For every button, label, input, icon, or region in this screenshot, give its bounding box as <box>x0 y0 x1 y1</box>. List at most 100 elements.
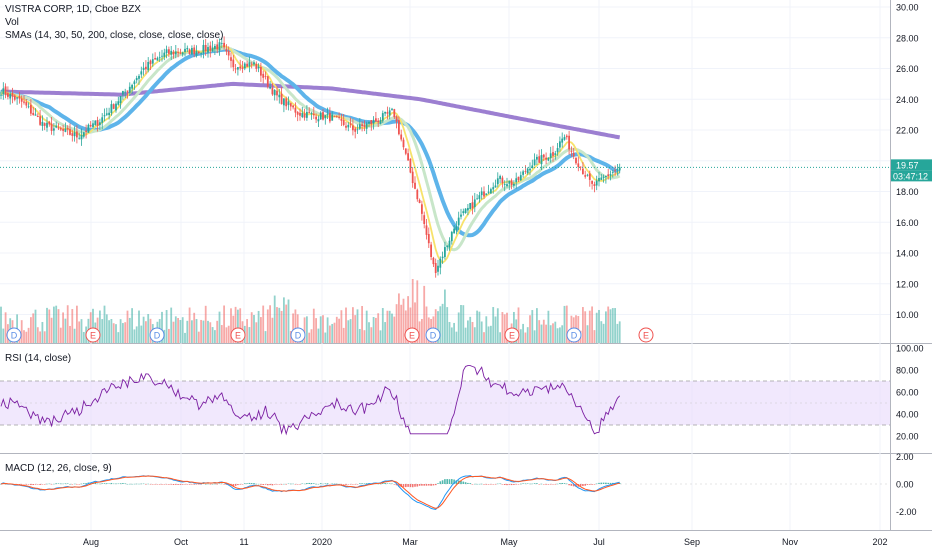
macd-histogram-bar <box>108 483 110 485</box>
sma-50-line <box>0 47 621 238</box>
event-marker-earnings[interactable] <box>404 327 420 343</box>
candle-body <box>335 116 338 117</box>
volume-bar <box>181 317 184 343</box>
candle-body <box>611 172 614 173</box>
candle-body <box>561 138 564 143</box>
macd-histogram-bar <box>76 484 78 485</box>
event-marker-dividend[interactable] <box>290 327 306 343</box>
macd-histogram-bar <box>331 483 333 485</box>
macd-histogram-bar <box>253 483 255 484</box>
volume-bar <box>517 307 520 343</box>
candle-body <box>490 189 492 194</box>
sma-legend[interactable]: SMAs (14, 30, 50, 200, close, close, clo… <box>5 30 224 41</box>
candle-body <box>331 114 334 121</box>
candle-body <box>568 135 570 150</box>
macd-histogram-bar <box>361 483 363 484</box>
volume-bar <box>82 331 85 343</box>
event-marker-earnings[interactable] <box>230 327 246 343</box>
candle-body <box>16 97 18 99</box>
macd-histogram-bar <box>168 484 170 485</box>
volume-bar <box>386 310 389 343</box>
candle-body <box>43 123 46 126</box>
candle-body <box>191 48 193 55</box>
symbol-title[interactable]: VISTRA CORP, 1D, Cboe BZX <box>5 4 141 15</box>
event-marker-dividend[interactable] <box>425 327 441 343</box>
candle-body <box>57 127 60 129</box>
macd-histogram-bar <box>566 483 568 485</box>
volume-bar <box>536 308 538 343</box>
volume-bar <box>0 306 2 343</box>
candle-body <box>375 118 377 122</box>
price-tick-label: 24.00 <box>896 95 919 105</box>
candle-body <box>232 59 235 68</box>
volume-bar <box>218 311 221 343</box>
macd-legend[interactable]: MACD (12, 26, close, 9) <box>5 463 112 474</box>
rsi-legend[interactable]: RSI (14, close) <box>5 353 72 364</box>
macd-histogram-bar <box>423 484 425 486</box>
countdown-badge-bg <box>891 170 932 182</box>
volume-bar <box>202 320 205 343</box>
event-marker-dividend[interactable] <box>566 327 582 343</box>
candle-body <box>135 78 138 81</box>
event-marker-earnings[interactable] <box>85 327 101 343</box>
volume-bar <box>186 320 189 343</box>
volume-bar <box>455 331 458 343</box>
volume-bar <box>450 327 453 343</box>
macd-histogram-bar <box>467 482 469 484</box>
rsi-band <box>0 380 890 485</box>
price-axis[interactable]: 30.00 28.00 26.00 24.00 22.00 18.00 16.00 14.00… <box>896 3 924 518</box>
macd-histogram-bar <box>490 484 492 485</box>
volume-bar <box>142 316 145 343</box>
volume-bar <box>372 317 375 343</box>
candle-body <box>193 47 196 55</box>
macd-histogram-bar <box>96 483 99 485</box>
volume-bar <box>446 307 449 343</box>
macd-histogram-bar <box>69 483 71 485</box>
candle-body <box>455 226 458 231</box>
macd-histogram-bar <box>241 484 244 485</box>
volume-bar <box>303 317 306 343</box>
candle-body <box>158 57 161 59</box>
event-marker-earnings[interactable] <box>504 327 520 343</box>
candle-body <box>526 168 529 174</box>
event-marker-dividend[interactable] <box>149 327 165 343</box>
candle-body <box>317 119 320 122</box>
candle-body <box>469 203 472 210</box>
volume-bar <box>600 321 603 343</box>
candle-body <box>278 94 281 98</box>
candle-body <box>4 86 7 95</box>
volume-bar <box>384 322 386 343</box>
time-axis[interactable]: Aug Oct 11 2020 Mar May Jul Sep Nov 202 <box>83 537 888 547</box>
candle-body <box>246 63 248 67</box>
volume-bar <box>179 319 182 343</box>
volume-legend[interactable]: Vol <box>5 17 19 28</box>
macd-histogram-bar <box>471 484 474 485</box>
macd-histogram-bar <box>60 483 62 485</box>
candle-body <box>53 128 55 131</box>
candle-body <box>506 184 508 186</box>
volume-bar <box>545 324 547 343</box>
candle-body <box>27 106 30 108</box>
candle-body <box>204 44 207 52</box>
volume-bar <box>547 310 550 343</box>
volume-bar <box>460 305 462 343</box>
macd-histogram-bar <box>154 484 156 485</box>
event-marker-label: E <box>409 331 415 341</box>
event-marker-label: E <box>90 331 96 341</box>
macd-histogram-bar <box>301 483 304 485</box>
macd-histogram-bar <box>349 484 352 485</box>
candle-body <box>437 265 439 272</box>
candle-body <box>536 156 538 160</box>
event-marker-earnings[interactable] <box>638 327 654 343</box>
volume-bar <box>329 325 331 343</box>
volume-bar <box>23 330 25 343</box>
macd-histogram-bar <box>55 483 57 484</box>
macd-histogram-bar <box>43 484 46 485</box>
event-marker-dividend[interactable] <box>6 327 22 343</box>
macd-histogram-bar <box>469 483 471 484</box>
candle-body <box>432 257 435 265</box>
macd-histogram-bar <box>363 483 366 484</box>
macd-histogram-bar <box>444 479 446 484</box>
